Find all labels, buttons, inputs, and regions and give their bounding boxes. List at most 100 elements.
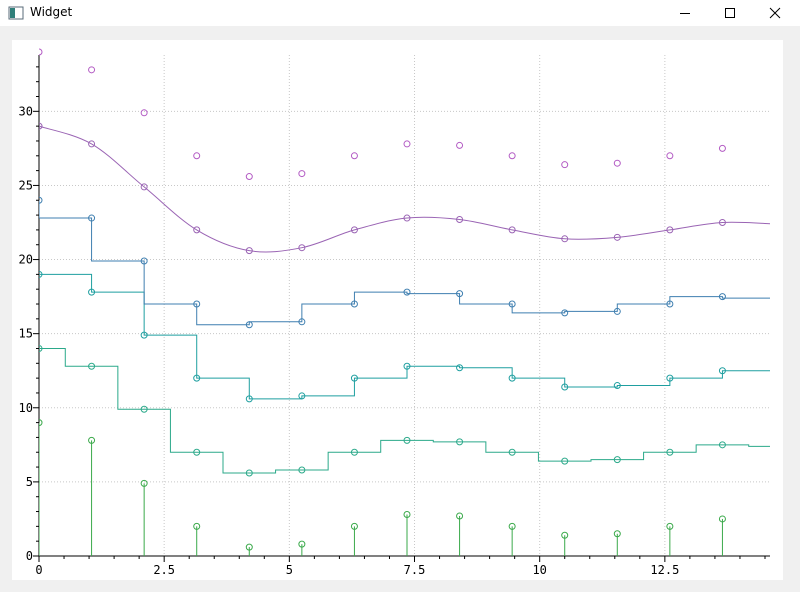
series-2-point (88, 362, 96, 370)
series-6-point (613, 159, 621, 167)
close-icon (769, 7, 781, 19)
series-5-line (39, 125, 770, 253)
series-2-line (39, 347, 770, 474)
series-4-point (350, 300, 358, 308)
series-1-point (772, 517, 778, 523)
series-3-point (88, 288, 96, 296)
series-3-point (193, 374, 201, 382)
y-tick-label: 30 (19, 104, 33, 118)
series-5-point (298, 244, 306, 252)
maximize-icon (725, 8, 735, 18)
series-4-point (613, 307, 621, 315)
series-5-point (403, 214, 411, 222)
series-3-point (298, 392, 306, 400)
x-tick-label: 10 (532, 563, 546, 577)
series-1-point (508, 522, 516, 530)
series-4-line (39, 200, 770, 326)
series-5-point (88, 140, 96, 148)
series-4-point (666, 300, 674, 308)
series-2-point (193, 448, 201, 456)
minimize-button[interactable] (662, 0, 708, 26)
chart: 0 2.5 5 7.5 10 12.5 0 5 10 15 20 25 30 (19, 48, 778, 577)
series-2-point (772, 443, 778, 449)
series-5-point (39, 122, 43, 130)
y-tick-label: 25 (19, 178, 33, 192)
series-4-point (508, 300, 516, 308)
series-5-point (613, 233, 621, 241)
series-3-point (508, 374, 516, 382)
series-5-point (508, 226, 516, 234)
series-2-point (613, 456, 621, 464)
series-6-point (140, 109, 148, 117)
series-1-point (666, 522, 674, 530)
chart-area: 0 2.5 5 7.5 10 12.5 0 5 10 15 20 25 30 (12, 40, 783, 580)
series-6-point (508, 152, 516, 160)
series-2-point (456, 438, 464, 446)
y-tick-label: 10 (19, 401, 33, 415)
series-3-point (561, 383, 569, 391)
x-tick-label: 12.5 (650, 563, 679, 577)
series-3-point (140, 331, 148, 339)
series-4-point (456, 290, 464, 298)
series-3-point (613, 382, 621, 390)
plot-series-group (39, 48, 778, 556)
series-4-point (718, 293, 726, 301)
x-tick-label: 0 (35, 563, 42, 577)
series-1-point (88, 436, 96, 444)
series-5-point (718, 218, 726, 226)
series-4-point (39, 196, 43, 204)
series-5-point (456, 216, 464, 224)
series-6-point (193, 152, 201, 160)
series-1-point (298, 540, 306, 548)
series-2-point (245, 469, 253, 477)
series-3-line (39, 273, 770, 400)
series-2-point (140, 405, 148, 413)
series-1-point (718, 515, 726, 523)
series-2-point (561, 457, 569, 465)
series-6-point (403, 140, 411, 148)
series-2-point (666, 448, 674, 456)
series-6-point (561, 161, 569, 169)
series-5-point (193, 226, 201, 234)
title-bar: Widget (0, 0, 800, 26)
series-5-point (350, 226, 358, 234)
series-3-point (245, 395, 253, 403)
y-tick-label: 15 (19, 327, 33, 341)
series-5-point (561, 235, 569, 243)
series-4-point (561, 309, 569, 317)
series-6-point (772, 147, 778, 153)
series-6-point (245, 173, 253, 181)
series-6-point (39, 48, 43, 56)
y-tick-label: 0 (26, 549, 33, 563)
window-title: Widget (30, 5, 73, 19)
x-tick-label: 7.5 (404, 563, 426, 577)
series-1-point (403, 510, 411, 518)
series-1-point (39, 419, 43, 427)
series-1-point (561, 531, 569, 539)
series-4-point (403, 288, 411, 296)
series-1-point (193, 522, 201, 530)
series-2-point (298, 466, 306, 474)
series-5-point (245, 247, 253, 255)
series-2-point (718, 441, 726, 449)
series-2-point (508, 448, 516, 456)
maximize-button[interactable] (707, 0, 753, 26)
series-3-point (403, 362, 411, 370)
series-6-point (456, 141, 464, 149)
series-3-point (666, 374, 674, 382)
y-tick-label: 5 (26, 475, 33, 489)
series-4-point (245, 321, 253, 329)
x-tick-label: 5 (286, 563, 293, 577)
series-4-point (193, 300, 201, 308)
y-tick-label: 20 (19, 253, 33, 267)
series-4-point (772, 295, 778, 301)
series-3-point (39, 270, 43, 278)
series-2-point (39, 344, 43, 352)
series-1-point (613, 530, 621, 538)
series-4-point (88, 214, 96, 222)
series-3-point (350, 374, 358, 382)
close-button[interactable] (752, 0, 798, 26)
series-5-point (772, 221, 778, 227)
series-2-point (403, 436, 411, 444)
series-4-point (298, 318, 306, 326)
